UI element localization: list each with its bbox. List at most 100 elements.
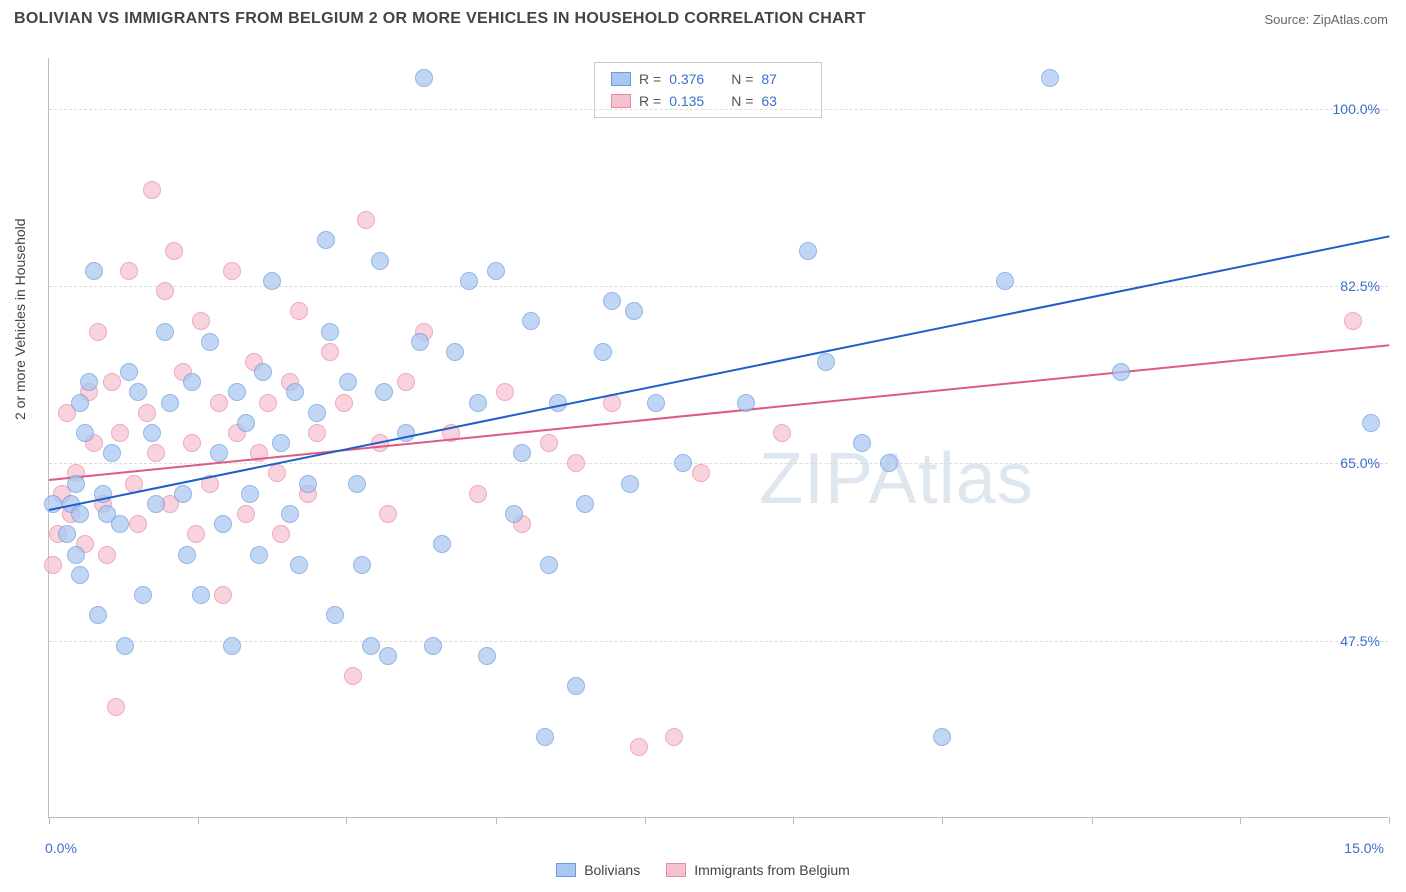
data-point-bolivians	[469, 394, 487, 412]
x-tick	[49, 817, 50, 824]
y-tick-label: 65.0%	[1340, 455, 1380, 471]
x-tick	[645, 817, 646, 824]
data-point-bolivians	[522, 312, 540, 330]
data-point-belgium	[665, 728, 683, 746]
data-point-bolivians	[799, 242, 817, 260]
data-point-bolivians	[621, 475, 639, 493]
data-point-belgium	[567, 454, 585, 472]
data-point-bolivians	[116, 637, 134, 655]
data-point-bolivians	[339, 373, 357, 391]
data-point-bolivians	[210, 444, 228, 462]
data-point-bolivians	[237, 414, 255, 432]
x-tick	[942, 817, 943, 824]
x-tick	[793, 817, 794, 824]
data-point-bolivians	[44, 495, 62, 513]
data-point-bolivians	[853, 434, 871, 452]
data-point-bolivians	[134, 586, 152, 604]
data-point-belgium	[321, 343, 339, 361]
data-point-bolivians	[286, 383, 304, 401]
data-point-bolivians	[576, 495, 594, 513]
data-point-bolivians	[647, 394, 665, 412]
data-point-belgium	[268, 464, 286, 482]
data-point-belgium	[214, 586, 232, 604]
data-point-bolivians	[1112, 363, 1130, 381]
x-tick-label: 0.0%	[45, 840, 77, 856]
data-point-bolivians	[103, 444, 121, 462]
data-point-bolivians	[67, 546, 85, 564]
data-point-belgium	[103, 373, 121, 391]
data-point-bolivians	[161, 394, 179, 412]
data-point-bolivians	[80, 373, 98, 391]
data-point-belgium	[496, 383, 514, 401]
data-point-belgium	[272, 525, 290, 543]
data-point-bolivians	[241, 485, 259, 503]
data-point-belgium	[111, 424, 129, 442]
trend-line-bolivians	[49, 235, 1389, 511]
data-point-bolivians	[71, 505, 89, 523]
data-point-belgium	[259, 394, 277, 412]
x-tick	[346, 817, 347, 824]
data-point-bolivians	[536, 728, 554, 746]
y-tick-label: 82.5%	[1340, 278, 1380, 294]
data-point-bolivians	[594, 343, 612, 361]
data-point-belgium	[183, 434, 201, 452]
data-point-belgium	[630, 738, 648, 756]
data-point-bolivians	[348, 475, 366, 493]
x-tick-label: 15.0%	[1344, 840, 1384, 856]
data-point-bolivians	[174, 485, 192, 503]
chart-title: BOLIVIAN VS IMMIGRANTS FROM BELGIUM 2 OR…	[14, 10, 866, 28]
data-point-belgium	[156, 282, 174, 300]
data-point-belgium	[290, 302, 308, 320]
data-point-bolivians	[201, 333, 219, 351]
legend-swatch	[611, 72, 631, 86]
legend-swatch	[556, 863, 576, 877]
data-point-bolivians	[129, 383, 147, 401]
data-point-bolivians	[71, 394, 89, 412]
grid-line	[49, 463, 1388, 464]
data-point-belgium	[165, 242, 183, 260]
chart-header: BOLIVIAN VS IMMIGRANTS FROM BELGIUM 2 OR…	[0, 0, 1406, 34]
data-point-bolivians	[460, 272, 478, 290]
data-point-belgium	[187, 525, 205, 543]
r-value: 0.376	[669, 68, 713, 90]
n-label: N =	[731, 68, 753, 90]
y-tick-label: 47.5%	[1340, 633, 1380, 649]
legend-row: R =0.376N =87	[611, 68, 805, 90]
data-point-bolivians	[317, 231, 335, 249]
data-point-bolivians	[281, 505, 299, 523]
data-point-belgium	[89, 323, 107, 341]
data-point-bolivians	[192, 586, 210, 604]
data-point-bolivians	[67, 475, 85, 493]
data-point-bolivians	[880, 454, 898, 472]
x-tick	[1389, 817, 1390, 824]
x-tick	[198, 817, 199, 824]
data-point-bolivians	[263, 272, 281, 290]
legend-item: Immigrants from Belgium	[666, 862, 850, 878]
legend-swatch	[666, 863, 686, 877]
y-axis-title: 2 or more Vehicles in Household	[12, 218, 28, 420]
y-tick-label: 100.0%	[1333, 101, 1380, 117]
data-point-belgium	[120, 262, 138, 280]
data-point-bolivians	[362, 637, 380, 655]
data-point-bolivians	[308, 404, 326, 422]
data-point-bolivians	[254, 363, 272, 381]
data-point-bolivians	[183, 373, 201, 391]
data-point-bolivians	[321, 323, 339, 341]
data-point-bolivians	[1362, 414, 1380, 432]
data-point-bolivians	[178, 546, 196, 564]
data-point-bolivians	[85, 262, 103, 280]
data-point-bolivians	[223, 637, 241, 655]
data-point-belgium	[147, 444, 165, 462]
data-point-bolivians	[567, 677, 585, 695]
data-point-bolivians	[299, 475, 317, 493]
data-point-belgium	[210, 394, 228, 412]
data-point-belgium	[1344, 312, 1362, 330]
data-point-belgium	[138, 404, 156, 422]
legend-item: Bolivians	[556, 862, 640, 878]
data-point-bolivians	[625, 302, 643, 320]
data-point-belgium	[469, 485, 487, 503]
data-point-bolivians	[290, 556, 308, 574]
data-point-bolivians	[540, 556, 558, 574]
grid-line	[49, 286, 1388, 287]
data-point-bolivians	[411, 333, 429, 351]
